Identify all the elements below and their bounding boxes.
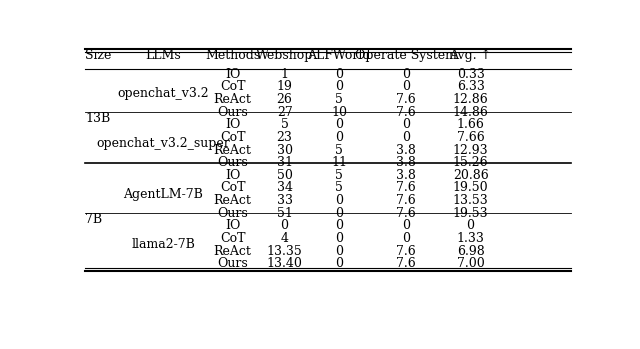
- Text: 5: 5: [335, 143, 343, 157]
- Text: 15.26: 15.26: [452, 156, 488, 169]
- Text: 6.98: 6.98: [457, 245, 484, 258]
- Text: 33: 33: [276, 194, 292, 207]
- Text: CoT: CoT: [220, 80, 245, 94]
- Text: 19.50: 19.50: [452, 181, 488, 194]
- Text: 7.6: 7.6: [396, 245, 416, 258]
- Text: 0: 0: [402, 68, 410, 81]
- Text: ReAct: ReAct: [214, 143, 252, 157]
- Text: 51: 51: [276, 207, 292, 220]
- Text: 26: 26: [276, 93, 292, 106]
- Text: 3.8: 3.8: [396, 169, 416, 182]
- Text: 0: 0: [335, 194, 343, 207]
- Text: 0: 0: [402, 80, 410, 94]
- Text: IO: IO: [225, 68, 240, 81]
- Text: IO: IO: [225, 169, 240, 182]
- Text: Operate System: Operate System: [355, 49, 457, 62]
- Text: 31: 31: [276, 156, 292, 169]
- Text: 27: 27: [276, 106, 292, 119]
- Text: 50: 50: [276, 169, 292, 182]
- Text: ReAct: ReAct: [214, 93, 252, 106]
- Text: 1.33: 1.33: [457, 232, 484, 245]
- Text: Ours: Ours: [217, 257, 248, 270]
- Text: CoT: CoT: [220, 232, 245, 245]
- Text: 5: 5: [281, 118, 289, 131]
- Text: 3.8: 3.8: [396, 143, 416, 157]
- Text: 11: 11: [331, 156, 347, 169]
- Text: 0: 0: [335, 207, 343, 220]
- Text: 34: 34: [276, 181, 292, 194]
- Text: 23: 23: [276, 131, 292, 144]
- Text: 30: 30: [276, 143, 292, 157]
- Text: Webshop: Webshop: [256, 49, 314, 62]
- Text: Methods: Methods: [205, 49, 260, 62]
- Text: 19.53: 19.53: [452, 207, 488, 220]
- Text: 0: 0: [402, 131, 410, 144]
- Text: 0: 0: [335, 232, 343, 245]
- Text: 12.93: 12.93: [452, 143, 488, 157]
- Text: 0: 0: [402, 118, 410, 131]
- Text: 0: 0: [335, 118, 343, 131]
- Text: llama2-7B: llama2-7B: [131, 238, 195, 251]
- Text: 7B: 7B: [85, 213, 102, 226]
- Text: 0: 0: [402, 232, 410, 245]
- Text: 7.6: 7.6: [396, 194, 416, 207]
- Text: 0: 0: [280, 219, 289, 232]
- Text: 0: 0: [335, 257, 343, 270]
- Text: ALFWorld: ALFWorld: [307, 49, 371, 62]
- Text: 0: 0: [335, 219, 343, 232]
- Text: Size: Size: [85, 49, 111, 62]
- Text: ReAct: ReAct: [214, 194, 252, 207]
- Text: 13B: 13B: [85, 112, 110, 125]
- Text: Ours: Ours: [217, 156, 248, 169]
- Text: 0: 0: [335, 131, 343, 144]
- Text: 5: 5: [335, 93, 343, 106]
- Text: 7.6: 7.6: [396, 257, 416, 270]
- Text: 7.6: 7.6: [396, 106, 416, 119]
- Text: 7.66: 7.66: [457, 131, 484, 144]
- Text: 19: 19: [276, 80, 292, 94]
- Text: 3.8: 3.8: [396, 156, 416, 169]
- Text: openchat_v3.2: openchat_v3.2: [117, 87, 209, 100]
- Text: 7.00: 7.00: [457, 257, 484, 270]
- Text: 7.6: 7.6: [396, 93, 416, 106]
- Text: 5: 5: [335, 169, 343, 182]
- Text: 12.86: 12.86: [452, 93, 488, 106]
- Text: 0: 0: [467, 219, 475, 232]
- Text: openchat_v3.2_super: openchat_v3.2_super: [96, 137, 230, 150]
- Text: CoT: CoT: [220, 131, 245, 144]
- Text: 5: 5: [335, 181, 343, 194]
- Text: 0.33: 0.33: [457, 68, 484, 81]
- Text: 10: 10: [331, 106, 347, 119]
- Text: 20.86: 20.86: [452, 169, 488, 182]
- Text: CoT: CoT: [220, 181, 245, 194]
- Text: 0: 0: [335, 68, 343, 81]
- Text: IO: IO: [225, 118, 240, 131]
- Text: 7.6: 7.6: [396, 181, 416, 194]
- Text: 13.35: 13.35: [267, 245, 303, 258]
- Text: 1.66: 1.66: [457, 118, 484, 131]
- Text: 0: 0: [335, 245, 343, 258]
- Text: 13.53: 13.53: [452, 194, 488, 207]
- Text: 14.86: 14.86: [452, 106, 488, 119]
- Text: 13.40: 13.40: [267, 257, 303, 270]
- Text: 0: 0: [335, 80, 343, 94]
- Text: LLMs: LLMs: [145, 49, 181, 62]
- Text: 1: 1: [280, 68, 289, 81]
- Text: Ours: Ours: [217, 106, 248, 119]
- Text: IO: IO: [225, 219, 240, 232]
- Text: AgentLM-7B: AgentLM-7B: [123, 188, 203, 201]
- Text: 4: 4: [280, 232, 289, 245]
- Text: Ours: Ours: [217, 207, 248, 220]
- Text: 0: 0: [402, 219, 410, 232]
- Text: ReAct: ReAct: [214, 245, 252, 258]
- Text: 6.33: 6.33: [457, 80, 484, 94]
- Text: 7.6: 7.6: [396, 207, 416, 220]
- Text: Avg. ↑: Avg. ↑: [449, 49, 492, 62]
